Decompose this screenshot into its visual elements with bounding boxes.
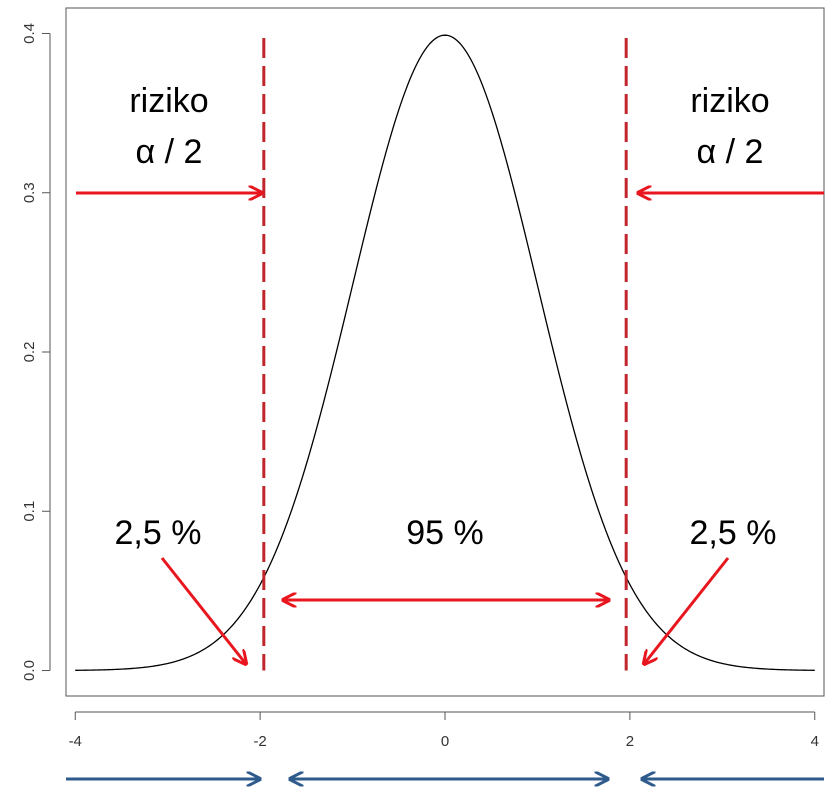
y-tick-label: 0.1 xyxy=(21,501,38,522)
left-risk-label-line2: α / 2 xyxy=(136,133,203,171)
curve-layer xyxy=(75,34,815,671)
right-tail-percent: 2,5 % xyxy=(690,514,777,552)
right-risk-label-line2: α / 2 xyxy=(697,133,764,171)
x-tick-label: 0 xyxy=(441,733,449,750)
x-tick-label: 4 xyxy=(811,733,819,750)
critical-lines xyxy=(262,38,628,671)
right-risk-label-line1: riziko xyxy=(690,82,769,120)
left-tail-percent: 2,5 % xyxy=(115,514,202,552)
center-percent: 95 % xyxy=(406,514,484,552)
density-curve xyxy=(75,34,815,671)
y-tick-label: 0.2 xyxy=(21,342,38,363)
y-tick-label: 0.4 xyxy=(21,23,38,44)
x-tick-label: -2 xyxy=(253,733,266,750)
x-tick-label: 2 xyxy=(626,733,634,750)
axes: -4 -2 0 2 4 0.0 0.1 0.2 0.3 0.4 xyxy=(21,23,819,750)
left-tail-arrow xyxy=(160,557,246,664)
left-risk-label-line1: riziko xyxy=(129,82,208,120)
x-tick-label: -4 xyxy=(69,733,82,750)
right-tail-arrow xyxy=(644,557,730,664)
y-tick-label: 0.0 xyxy=(21,660,38,681)
y-tick-label: 0.3 xyxy=(21,182,38,203)
plot-frame xyxy=(65,7,825,697)
